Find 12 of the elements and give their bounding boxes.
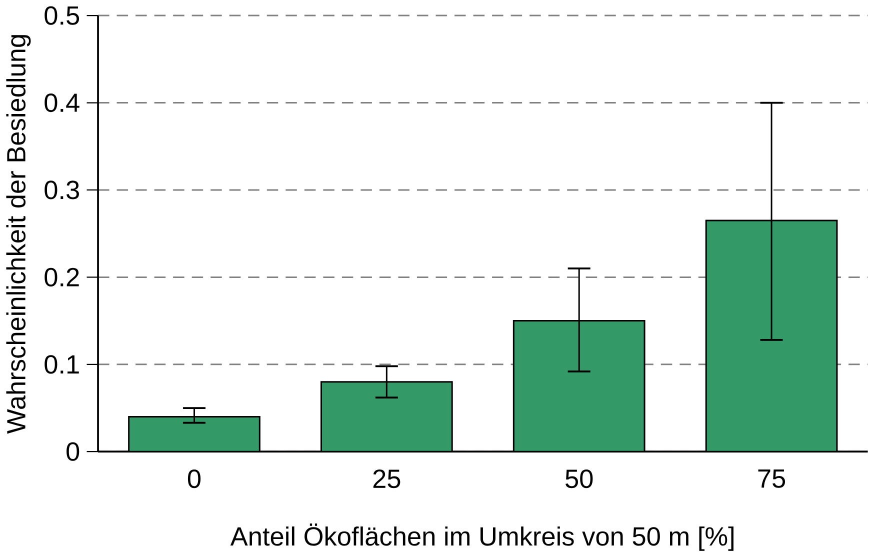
y-tick-label: 0.1 [44, 354, 79, 374]
x-tick-label: 50 [566, 469, 593, 488]
y-tick-label: 0.4 [44, 93, 80, 112]
x-tick-label: 0 [188, 469, 201, 488]
y-axis-title: Wahrscheinlichkeit der Besiedlung [6, 35, 31, 434]
y-tick-label: 0.3 [44, 180, 79, 200]
y-tick-label: 0.2 [44, 268, 79, 286]
x-tick-label: 25 [373, 469, 400, 488]
x-axis-title: Anteil Ökoflächen im Umkreis von 50 m [%] [230, 523, 734, 551]
x-tick-label: 75 [758, 469, 786, 488]
y-tick-label: 0 [66, 442, 80, 461]
y-tick-label: 0.5 [44, 6, 80, 25]
